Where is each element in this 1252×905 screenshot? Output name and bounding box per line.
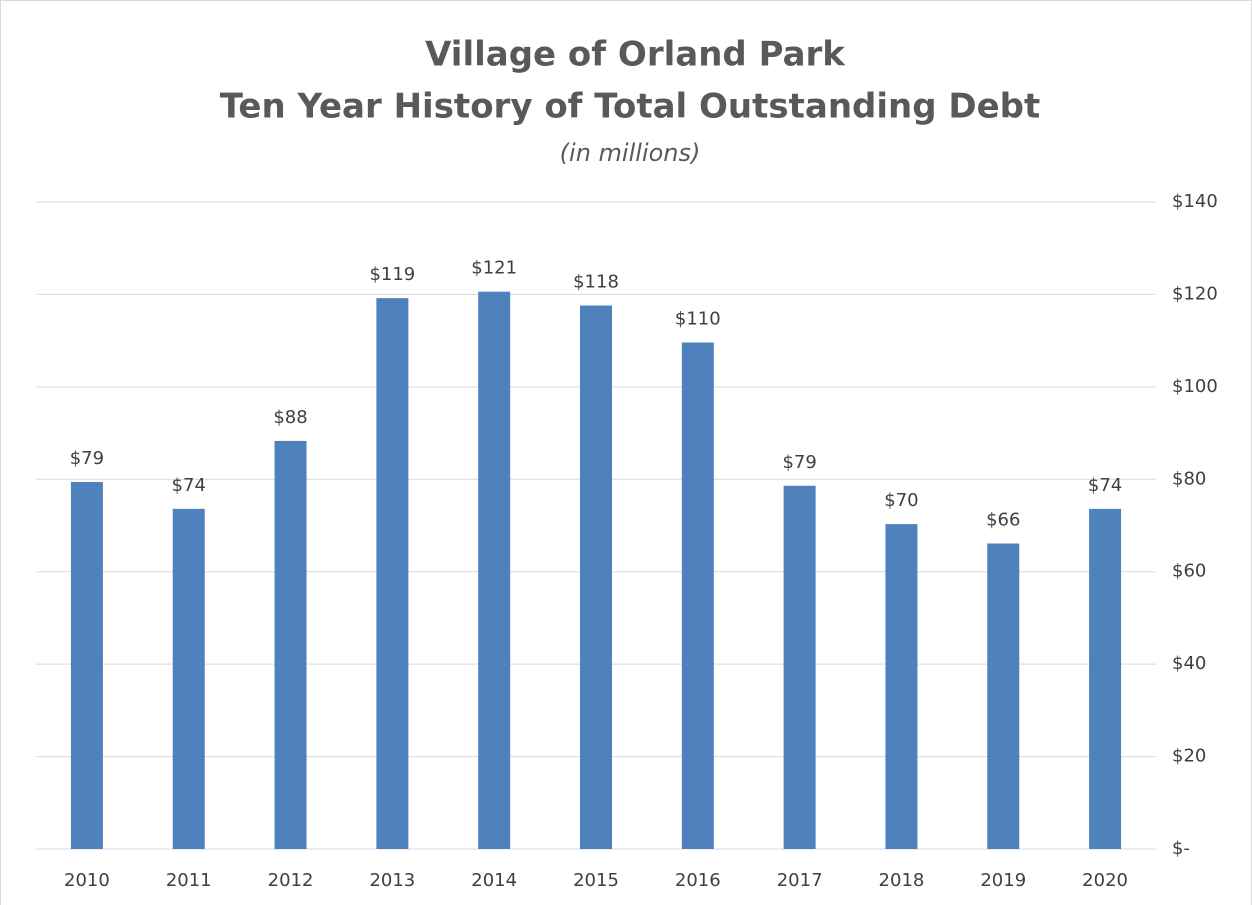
y-tick-label: $20: [1172, 746, 1206, 767]
data-label: $79: [782, 452, 816, 473]
x-tick-label: 2020: [1082, 870, 1128, 891]
bar: [783, 485, 816, 849]
y-tick-label: $80: [1172, 468, 1206, 489]
bar: [70, 482, 103, 849]
y-tick-label: $120: [1172, 283, 1218, 304]
x-tick-label: 2016: [675, 870, 721, 891]
data-label: $66: [986, 510, 1020, 531]
x-tick-label: 2013: [369, 870, 415, 891]
bar: [885, 524, 918, 849]
bar: [987, 543, 1020, 849]
y-tick-label: $140: [1172, 191, 1218, 212]
chart-subtitle: (in millions): [560, 139, 701, 167]
y-tick-label: $100: [1172, 376, 1218, 397]
bar: [580, 305, 612, 849]
data-label: $121: [471, 258, 517, 279]
data-label: $118: [573, 272, 619, 293]
chart-title: Village of Orland Park: [425, 35, 846, 75]
x-tick-label: 2015: [573, 870, 619, 891]
data-label: $74: [172, 475, 206, 496]
y-tick-label: $40: [1172, 653, 1206, 674]
bar: [1089, 508, 1122, 849]
y-tick-label: $-: [1172, 838, 1190, 859]
x-tick-label: 2017: [777, 870, 823, 891]
x-tick-label: 2011: [166, 870, 212, 891]
x-tick-label: 2014: [471, 870, 517, 891]
chart-title: Ten Year History of Total Outstanding De…: [220, 87, 1041, 127]
x-tick-label: 2019: [980, 870, 1026, 891]
data-label: $70: [884, 490, 918, 511]
data-label: $79: [70, 448, 104, 469]
data-label: $88: [273, 407, 307, 428]
y-tick-label: $60: [1172, 561, 1206, 582]
data-label: $119: [369, 264, 415, 285]
data-label: $110: [675, 308, 721, 329]
bar: [376, 298, 409, 849]
bar: [681, 342, 714, 849]
bar: [478, 291, 511, 849]
x-tick-label: 2010: [64, 870, 110, 891]
x-tick-label: 2012: [268, 870, 314, 891]
bar: [172, 508, 205, 849]
x-tick-label: 2018: [879, 870, 925, 891]
data-label: $74: [1088, 475, 1122, 496]
bar: [274, 440, 307, 849]
